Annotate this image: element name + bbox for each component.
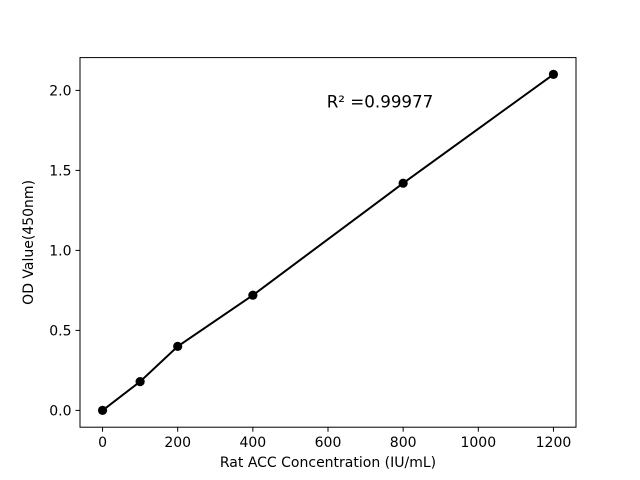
x-tick-label: 800 <box>390 435 417 451</box>
series-line <box>101 73 555 412</box>
x-tick-label: 1000 <box>460 435 496 451</box>
x-tick-label: 400 <box>239 435 266 451</box>
axes-box <box>79 57 577 428</box>
x-tick-label: 200 <box>164 435 191 451</box>
y-tick-label: 0.0 <box>49 403 71 419</box>
y-axis-label: OD Value(450nm) <box>21 180 37 305</box>
data-point <box>97 405 108 415</box>
data-point <box>548 69 559 79</box>
plot-area: 0 200 400 600 800 1000 1200 0.0 0.5 1.0 1.5 2.0 <box>49 69 572 451</box>
y-tick-label: 0.5 <box>49 323 71 339</box>
y-tick-label: 1.5 <box>49 163 71 179</box>
data-point <box>173 341 183 351</box>
y-tick-label: 2.0 <box>49 83 71 99</box>
x-axis-label: Rat ACC Concentration (IU/mL) <box>220 455 436 471</box>
r-squared-annotation: R² =0.99977 <box>327 92 434 112</box>
x-tick-label: 600 <box>315 435 342 451</box>
data-point <box>135 377 145 387</box>
x-tick-label: 0 <box>98 435 107 451</box>
data-point <box>248 290 258 300</box>
data-point <box>398 178 408 188</box>
x-tick-label: 1200 <box>536 435 572 451</box>
y-tick-label: 1.0 <box>49 243 71 259</box>
